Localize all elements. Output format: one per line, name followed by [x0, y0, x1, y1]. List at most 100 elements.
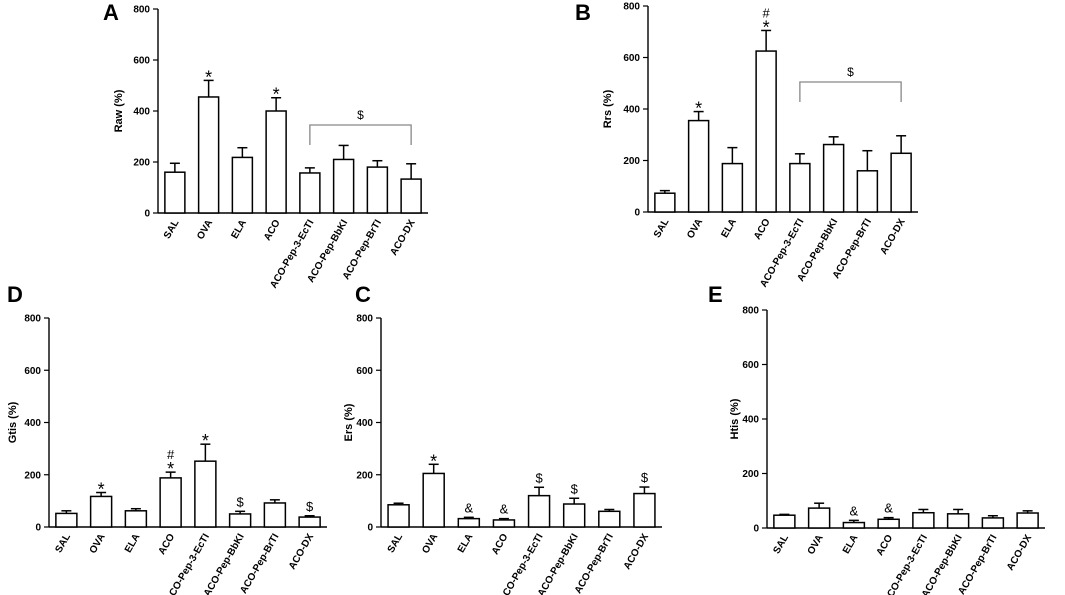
y-tick-label: 600 — [356, 366, 373, 377]
y-axis-label: Raw (%) — [113, 89, 125, 132]
bar — [598, 510, 621, 528]
category-label: ACO-DX — [878, 217, 907, 257]
bar — [164, 171, 186, 214]
y-tick-label: 0 — [753, 524, 759, 535]
significance-mark: * — [695, 99, 702, 119]
bar — [946, 513, 970, 529]
significance-mark: # — [167, 447, 175, 462]
bar — [299, 172, 321, 214]
significance-mark: * — [202, 431, 209, 451]
bar — [194, 460, 217, 528]
significance-mark: * — [430, 451, 437, 471]
y-tick-label: 400 — [356, 418, 373, 429]
y-tick-label: 200 — [24, 470, 41, 481]
y-tick-label: 400 — [24, 418, 41, 429]
y-tick-label: 600 — [742, 360, 759, 371]
category-label: SAL — [386, 532, 406, 555]
category-label: ACO — [875, 533, 896, 558]
significance-mark: * — [273, 85, 280, 105]
y-tick-label: 800 — [742, 306, 759, 317]
category-label: ELA — [229, 218, 249, 241]
significance-mark: $ — [535, 470, 543, 485]
category-label: ELA — [123, 532, 143, 555]
bar — [55, 512, 78, 528]
category-label: ELA — [841, 533, 861, 556]
y-tick-label: 800 — [24, 314, 41, 325]
significance-mark: # — [763, 5, 771, 20]
bar — [877, 518, 900, 529]
comparison-bracket — [309, 124, 412, 146]
y-tick-label: 400 — [742, 415, 759, 426]
bar — [856, 170, 879, 213]
panel-letter: D — [7, 282, 23, 307]
category-label: ACO-DX — [287, 532, 316, 572]
y-axis-label: Ers (%) — [343, 403, 355, 441]
panel-letter: B — [575, 0, 591, 25]
bar — [332, 158, 355, 214]
bar — [912, 511, 935, 529]
y-tick-label: 800 — [356, 314, 373, 325]
category-label: ACO-Pep-BrTI — [573, 532, 616, 595]
bar — [228, 513, 252, 528]
significance-mark: * — [98, 480, 105, 500]
bar — [981, 517, 1005, 529]
bar — [265, 110, 287, 214]
comparison-bracket — [799, 81, 902, 102]
y-tick-label: 800 — [623, 2, 640, 13]
category-label: OVA — [420, 532, 440, 556]
bar — [159, 477, 182, 528]
significance-mark: & — [500, 502, 509, 517]
y-tick-label: 200 — [742, 469, 759, 480]
significance-mark: * — [167, 459, 174, 479]
bar — [422, 472, 445, 528]
category-label: OVA — [88, 532, 108, 556]
bar — [366, 166, 389, 214]
bar — [789, 162, 811, 213]
category-label: ACO-Pep-BrTI — [956, 533, 999, 595]
y-tick-label: 200 — [623, 156, 640, 167]
y-tick-label: 400 — [133, 107, 150, 118]
y-tick-label: 400 — [623, 105, 640, 116]
category-label: ACO-Pep-BrTI — [238, 532, 281, 595]
bar — [687, 119, 710, 213]
category-label: ELA — [719, 217, 739, 240]
bar — [387, 504, 410, 528]
bar — [298, 516, 321, 528]
significance-mark: $ — [237, 494, 245, 509]
bar — [721, 162, 744, 213]
bar — [633, 492, 656, 528]
significance-mark: & — [464, 500, 473, 515]
significance-mark: & — [850, 503, 859, 518]
bar — [822, 143, 845, 213]
bar — [492, 519, 516, 528]
category-label: SAL — [771, 533, 791, 556]
y-tick-label: 600 — [24, 366, 41, 377]
bracket-label: $ — [357, 108, 364, 122]
bracket-label: $ — [847, 65, 854, 79]
y-axis-label: Rrs (%) — [602, 89, 614, 128]
significance-mark: $ — [641, 470, 649, 485]
bar — [400, 178, 422, 214]
category-label: ACO — [157, 532, 178, 557]
category-label: SAL — [53, 532, 73, 555]
category-label: ACO-DX — [388, 218, 417, 258]
y-axis-label: Gtis (%) — [7, 401, 19, 443]
bar — [457, 517, 481, 528]
bar — [527, 494, 551, 528]
bar — [842, 521, 866, 529]
panel-letter: E — [708, 282, 723, 307]
category-label: ACO — [262, 218, 283, 243]
panel-letter: A — [103, 0, 119, 25]
category-label: OVA — [806, 533, 826, 557]
bar — [890, 152, 912, 213]
category-label: ACO-DX — [622, 532, 651, 572]
bar — [124, 510, 148, 528]
bar — [773, 514, 796, 529]
bar — [231, 156, 254, 214]
y-tick-label: 0 — [35, 523, 41, 534]
y-tick-label: 0 — [367, 523, 373, 534]
category-label: OVA — [195, 218, 215, 242]
